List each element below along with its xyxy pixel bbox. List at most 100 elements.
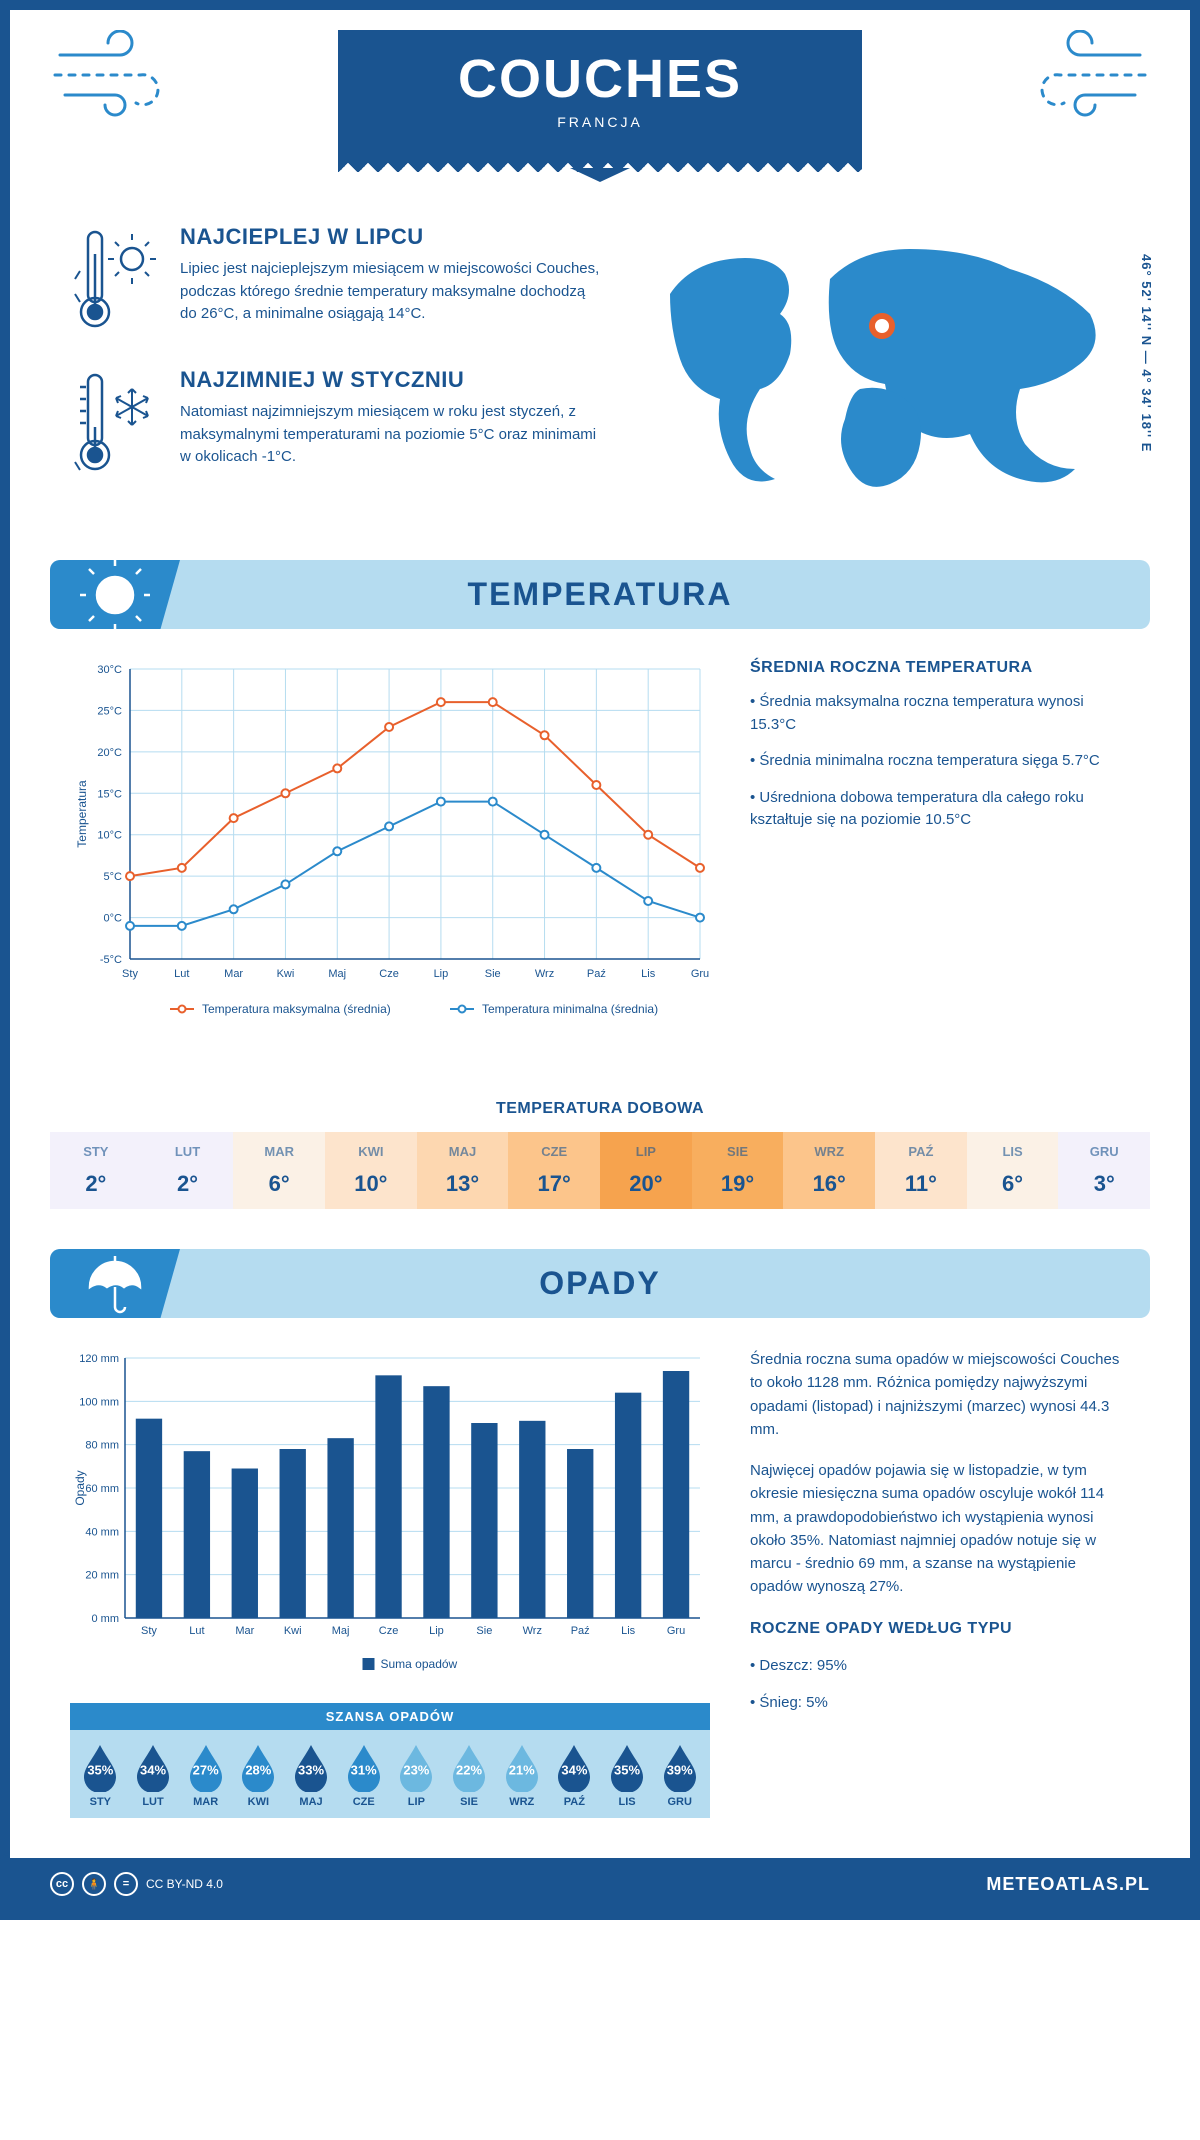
chance-cell: 34%LUT <box>127 1742 180 1808</box>
license-text: CC BY-ND 4.0 <box>146 1877 223 1891</box>
svg-text:0 mm: 0 mm <box>92 1613 120 1625</box>
section-precip-title: OPADY <box>50 1265 1150 1302</box>
daily-cell: LIS6° <box>967 1132 1059 1209</box>
daily-cell: SIE19° <box>692 1132 784 1209</box>
daily-cell: MAR6° <box>233 1132 325 1209</box>
header: COUCHES FRANCJA <box>10 10 1190 214</box>
footer: cc 🧍 = CC BY-ND 4.0 METEOATLAS.PL <box>10 1858 1190 1910</box>
svg-text:Lis: Lis <box>621 1625 636 1637</box>
precip-info-p2: Najwięcej opadów pojawia się w listopadz… <box>750 1459 1130 1599</box>
chance-cell: 22%SIE <box>443 1742 496 1808</box>
svg-text:Sie: Sie <box>485 968 501 980</box>
daily-cell: CZE17° <box>508 1132 600 1209</box>
svg-text:Sty: Sty <box>141 1625 157 1637</box>
svg-text:Lut: Lut <box>174 968 189 980</box>
chance-cell: 35%STY <box>74 1742 127 1808</box>
fact-warm: NAJCIEPLEJ W LIPCU Lipiec jest najcieple… <box>70 224 600 339</box>
precip-type-heading: ROCZNE OPADY WEDŁUG TYPU <box>750 1617 1130 1642</box>
svg-text:Maj: Maj <box>332 1625 350 1637</box>
svg-text:120 mm: 120 mm <box>79 1353 119 1365</box>
daily-temp-heading: TEMPERATURA DOBOWA <box>10 1100 1190 1118</box>
svg-text:Opady: Opady <box>73 1470 87 1505</box>
svg-text:Sie: Sie <box>476 1625 492 1637</box>
svg-text:Maj: Maj <box>328 968 346 980</box>
fact-warm-text: Lipiec jest najcieplejszym miesiącem w m… <box>180 258 600 326</box>
precip-chance-panel: SZANSA OPADÓW 35%STY34%LUT27%MAR28%KWI33… <box>70 1703 710 1818</box>
svg-text:Lip: Lip <box>429 1625 444 1637</box>
chance-cell: 27%MAR <box>179 1742 232 1808</box>
temp-info-item: • Średnia maksymalna roczna temperatura … <box>750 691 1130 736</box>
precip-type-item: • Deszcz: 95% <box>750 1655 1130 1678</box>
page-subtitle: FRANCJA <box>458 114 742 130</box>
svg-text:Kwi: Kwi <box>284 1625 302 1637</box>
daily-temp-table: STY2°LUT2°MAR6°KWI10°MAJ13°CZE17°LIP20°S… <box>50 1132 1150 1209</box>
chance-cell: 28%KWI <box>232 1742 285 1808</box>
section-temperature-banner: TEMPERATURA <box>50 560 1150 629</box>
fact-warm-title: NAJCIEPLEJ W LIPCU <box>180 224 600 250</box>
svg-text:Cze: Cze <box>379 1625 399 1637</box>
by-icon: 🧍 <box>82 1872 106 1896</box>
title-banner: COUCHES FRANCJA <box>338 30 862 154</box>
temperature-line-chart: -5°C0°C5°C10°C15°C20°C25°C30°CStyLutMarK… <box>70 659 710 1044</box>
svg-text:Temperatura: Temperatura <box>75 780 89 848</box>
svg-text:Lip: Lip <box>434 968 449 980</box>
fact-cold: NAJZIMNIEJ W STYCZNIU Natomiast najzimni… <box>70 367 600 482</box>
sun-icon <box>50 560 180 629</box>
daily-cell: KWI10° <box>325 1132 417 1209</box>
chance-cell: 34%PAŹ <box>548 1742 601 1808</box>
wind-icon <box>50 30 200 125</box>
cc-icon: cc <box>50 1872 74 1896</box>
svg-text:80 mm: 80 mm <box>85 1440 119 1452</box>
svg-text:40 mm: 40 mm <box>85 1526 119 1538</box>
svg-text:Gru: Gru <box>667 1625 685 1637</box>
world-map <box>630 224 1130 509</box>
precip-info: Średnia roczna suma opadów w miejscowośc… <box>750 1348 1130 1818</box>
page-title: COUCHES <box>458 48 742 110</box>
coordinates: 46° 52' 14'' N — 4° 34' 18'' E <box>1139 254 1154 452</box>
fact-cold-text: Natomiast najzimniejszym miesiącem w rok… <box>180 401 600 469</box>
section-temperature-title: TEMPERATURA <box>50 576 1150 613</box>
svg-text:100 mm: 100 mm <box>79 1396 119 1408</box>
svg-text:-5°C: -5°C <box>100 954 122 966</box>
svg-text:0°C: 0°C <box>104 913 123 925</box>
svg-text:Mar: Mar <box>224 968 243 980</box>
svg-text:Cze: Cze <box>379 968 399 980</box>
daily-cell: GRU3° <box>1058 1132 1150 1209</box>
svg-text:Temperatura minimalna (średnia: Temperatura minimalna (średnia) <box>482 1002 658 1016</box>
svg-text:Sty: Sty <box>122 968 138 980</box>
precip-bar-chart: 0 mm 20 mm 40 mm 60 mm 80 mm 100 mm 120 mm Sty L… <box>70 1348 710 1693</box>
chance-cell: 33%MAJ <box>285 1742 338 1808</box>
precip-type-item: • Śnieg: 5% <box>750 1692 1130 1715</box>
svg-text:10°C: 10°C <box>97 830 122 842</box>
svg-text:15°C: 15°C <box>97 788 122 800</box>
svg-text:Wrz: Wrz <box>523 1625 542 1637</box>
temperature-info: ŚREDNIA ROCZNA TEMPERATURA • Średnia mak… <box>750 659 1130 1044</box>
daily-cell: LUT2° <box>142 1132 234 1209</box>
svg-text:Mar: Mar <box>235 1625 254 1637</box>
temp-info-heading: ŚREDNIA ROCZNA TEMPERATURA <box>750 659 1130 677</box>
nd-icon: = <box>114 1872 138 1896</box>
umbrella-icon <box>50 1249 180 1318</box>
svg-text:20 mm: 20 mm <box>85 1570 119 1582</box>
svg-text:Temperatura maksymalna (średni: Temperatura maksymalna (średnia) <box>202 1002 391 1016</box>
svg-text:Lut: Lut <box>189 1625 204 1637</box>
svg-text:30°C: 30°C <box>97 664 122 676</box>
fact-cold-title: NAJZIMNIEJ W STYCZNIU <box>180 367 600 393</box>
svg-text:Lis: Lis <box>641 968 656 980</box>
intro-section: NAJCIEPLEJ W LIPCU Lipiec jest najcieple… <box>10 214 1190 540</box>
section-precip-banner: OPADY <box>50 1249 1150 1318</box>
license: cc 🧍 = CC BY-ND 4.0 <box>50 1872 223 1896</box>
chance-heading: SZANSA OPADÓW <box>70 1703 710 1730</box>
svg-text:Paź: Paź <box>587 968 606 980</box>
svg-text:60 mm: 60 mm <box>85 1483 119 1495</box>
wind-icon <box>1000 30 1150 125</box>
thermometer-sun-icon <box>70 224 160 339</box>
daily-cell: PAŹ11° <box>875 1132 967 1209</box>
daily-cell: WRZ16° <box>783 1132 875 1209</box>
brand: METEOATLAS.PL <box>986 1874 1150 1895</box>
svg-text:Suma opadów: Suma opadów <box>381 1657 458 1671</box>
precip-info-p1: Średnia roczna suma opadów w miejscowośc… <box>750 1348 1130 1441</box>
daily-cell: LIP20° <box>600 1132 692 1209</box>
chance-cell: 35%LIS <box>601 1742 654 1808</box>
daily-cell: MAJ13° <box>417 1132 509 1209</box>
